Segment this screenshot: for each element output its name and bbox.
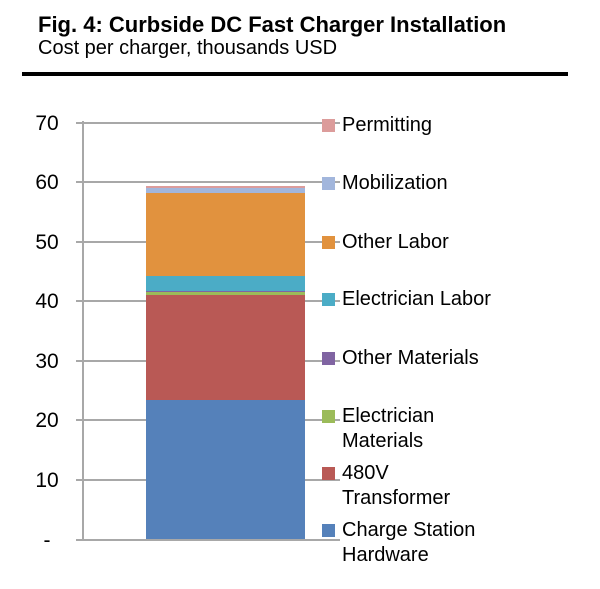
y-axis-tick-50 <box>76 240 84 243</box>
y-axis-label-20: 20 <box>35 409 59 433</box>
gridline-0 <box>83 538 340 541</box>
legend-marker-electrician-labor <box>322 293 335 306</box>
legend-marker-other-materials <box>322 352 335 365</box>
legend-label-electrician-materials: Electrician Materials <box>342 404 434 454</box>
legend-marker-480v-transformer <box>322 467 335 480</box>
legend-label-electrician-labor: Electrician Labor <box>342 287 491 312</box>
legend-marker-permitting <box>322 119 335 132</box>
legend-marker-mobilization <box>322 177 335 190</box>
legend-label-line: Other Labor <box>342 231 449 253</box>
y-axis-tick-10 <box>76 478 84 481</box>
legend-label-permitting: Permitting <box>342 113 432 138</box>
legend-label-line: Electrician Labor <box>342 288 491 310</box>
bar-segment-other-materials <box>146 290 305 293</box>
figure-title: Fig. 4: Curbside DC Fast Charger Install… <box>38 12 507 37</box>
legend-label-480v-transformer: 480V Transformer <box>342 461 450 511</box>
legend-label-mobilization: Mobilization <box>342 171 448 196</box>
legend-label-line: Materials <box>342 430 424 452</box>
y-axis-label-0: - <box>43 528 51 552</box>
bar-segment-charge-station-hardware <box>146 400 305 540</box>
legend-marker-electrician-materials <box>322 410 335 423</box>
legend-label-line: Electrician <box>342 405 435 427</box>
y-axis-line <box>82 121 84 541</box>
y-axis-tick-0 <box>76 538 84 541</box>
bar-segment-480v-transformer <box>146 294 305 401</box>
legend-label-line: Mobilization <box>342 172 448 194</box>
y-axis-label-40: 40 <box>35 290 59 314</box>
title-divider-rule <box>22 72 568 76</box>
legend-label-charge-station-hardware: Charge Station Hardware <box>342 518 475 568</box>
y-axis-label-60: 60 <box>35 171 59 195</box>
legend-label-line: Permitting <box>342 114 433 136</box>
legend-label-line: Transformer <box>342 487 451 509</box>
gridline-60 <box>83 181 340 184</box>
y-axis-label-70: 70 <box>35 111 59 135</box>
legend-label-line: Charge Station <box>342 519 476 541</box>
legend-marker-other-labor <box>322 236 335 249</box>
legend-label-line: Other Materials <box>342 347 479 369</box>
bar-segment-mobilization <box>146 187 305 193</box>
bar-segment-electrician-labor <box>146 276 305 291</box>
legend-label-line: Hardware <box>342 544 429 566</box>
y-axis-tick-60 <box>76 181 84 184</box>
y-axis-label-30: 30 <box>35 349 59 373</box>
figure-subtitle: Cost per charger, thousands USD <box>38 37 338 59</box>
legend-marker-charge-station-hardware <box>322 524 335 537</box>
legend-label-other-labor: Other Labor <box>342 230 449 255</box>
bar-segment-permitting <box>146 185 305 188</box>
y-axis-tick-40 <box>76 300 84 303</box>
legend-label-other-materials: Other Materials <box>342 346 479 371</box>
y-axis-tick-30 <box>76 359 84 362</box>
bar-segment-electrician-materials <box>146 292 305 295</box>
gridline-70 <box>83 121 340 124</box>
y-axis-label-10: 10 <box>35 468 59 492</box>
y-axis-tick-70 <box>76 121 84 124</box>
bar-segment-other-labor <box>146 192 305 277</box>
y-axis-tick-20 <box>76 419 84 422</box>
legend-label-line: 480V <box>342 462 389 484</box>
y-axis-label-50: 50 <box>35 230 59 254</box>
